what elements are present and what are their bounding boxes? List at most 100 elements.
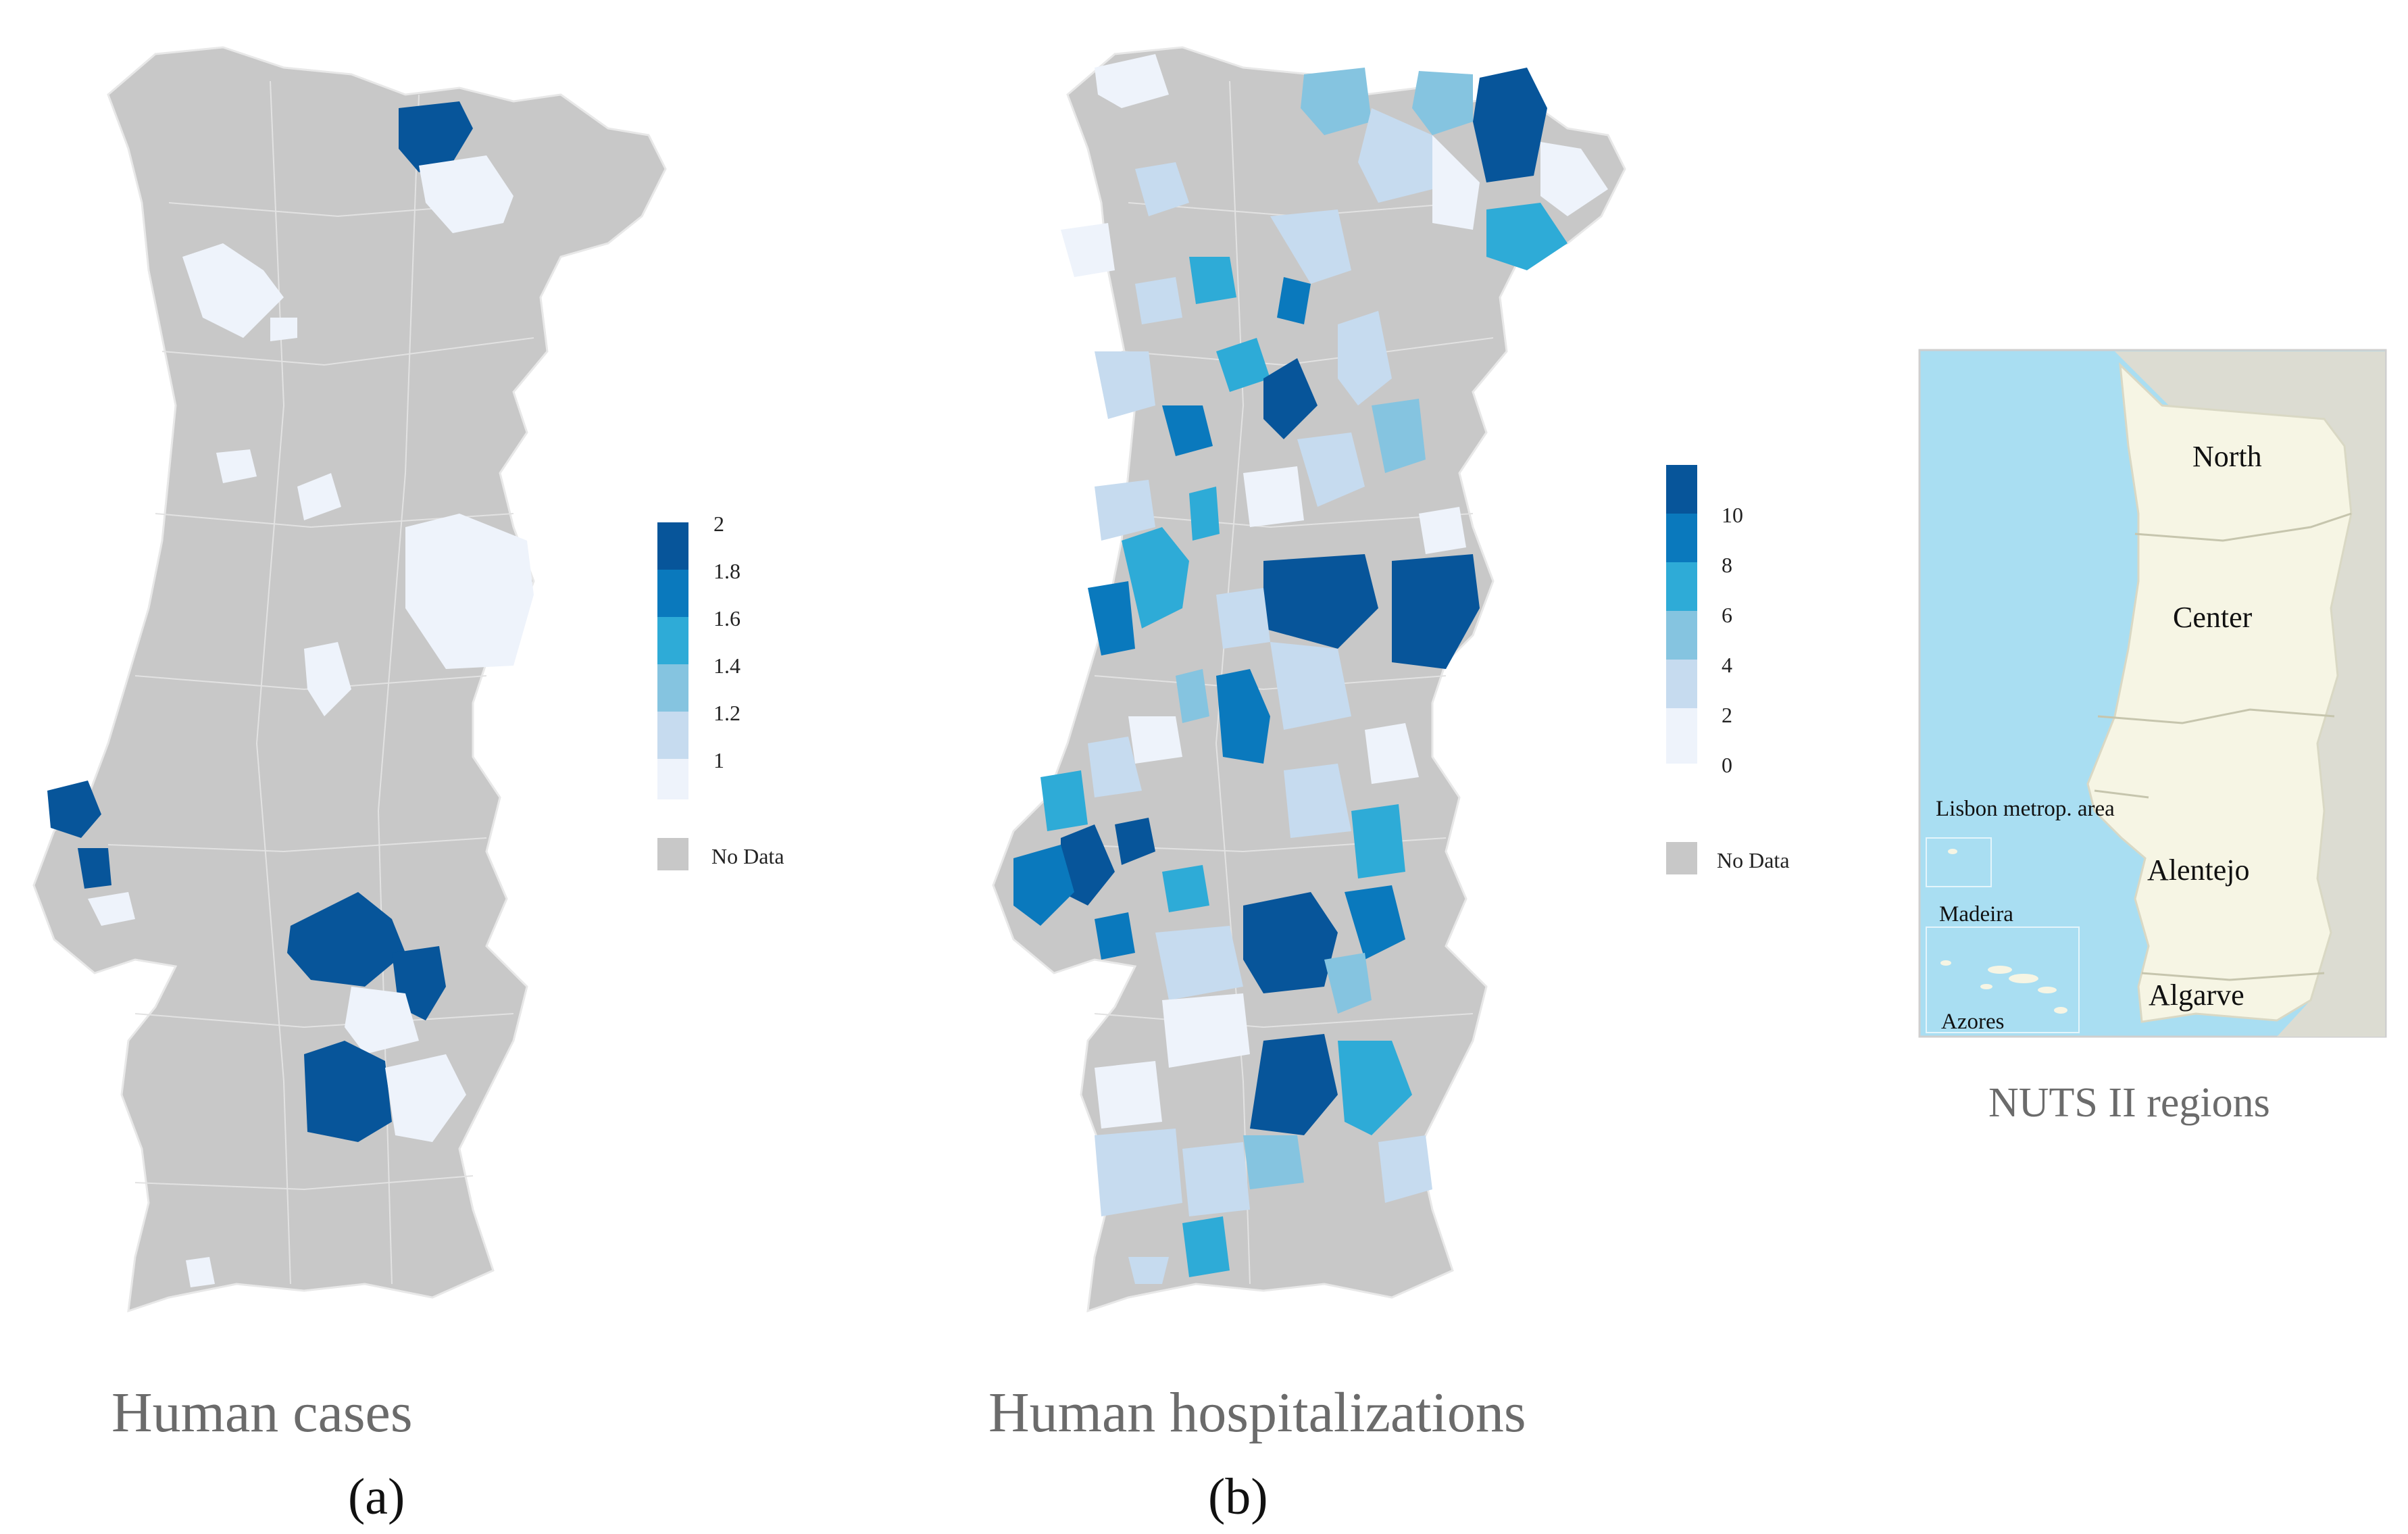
- region-b-n7: [1358, 108, 1432, 203]
- region-b-n11: [1277, 277, 1311, 324]
- legend-b-tick-0: 10: [1722, 503, 1743, 527]
- municipal-borders-b: [1067, 80, 1494, 1285]
- madeira-inset: [1926, 837, 1992, 887]
- region-b-n15: [1216, 338, 1270, 392]
- legend-a-nodata-swatch: [657, 838, 688, 870]
- legend-b-swatch-2: [1666, 660, 1697, 708]
- region-b-n46: [1345, 885, 1405, 960]
- region-a-east-light: [405, 514, 534, 669]
- region-b-n17: [1338, 311, 1392, 405]
- region-b-n28: [1122, 527, 1189, 628]
- region-b-n45: [1243, 892, 1338, 993]
- region-a-alentejo-light1: [345, 987, 419, 1054]
- region-a-c2-light: [216, 449, 257, 483]
- legend-b-swatch-8: [1666, 514, 1697, 562]
- region-a-c1-light: [270, 318, 297, 341]
- region-b-n48: [1155, 926, 1243, 1000]
- legend-b: 10 8 6 4 2 0 No Data: [1666, 465, 1790, 874]
- region-b-n55: [1095, 1061, 1162, 1129]
- azores-inset: [1926, 926, 2080, 1033]
- region-b-n31: [1270, 642, 1351, 730]
- region-b-n47: [1324, 953, 1372, 1014]
- nuts-borders: [2094, 512, 2352, 981]
- region-a-north-light: [419, 155, 513, 233]
- region-a-alentejo-light2: [385, 1054, 466, 1142]
- region-b-n54: [1182, 1142, 1250, 1216]
- legend-a-tick-4: 1.2: [713, 701, 741, 725]
- legend-b-swatch-10: [1666, 465, 1697, 514]
- region-b-n26: [1419, 507, 1466, 554]
- region-b-n19: [1372, 399, 1426, 473]
- region-b-n4: [1412, 71, 1473, 135]
- region-b-n14: [1061, 223, 1115, 277]
- portugal-land-nuts: [2086, 362, 2353, 1023]
- region-b-n27: [1095, 480, 1155, 541]
- region-b-n44: [1284, 764, 1351, 838]
- legend-a-tick-1: 1.8: [713, 559, 741, 583]
- region-a-west-dark: [47, 781, 101, 838]
- region-a-north-dark: [399, 101, 473, 172]
- region-b-n40: [1115, 818, 1155, 865]
- region-b-n8: [1432, 135, 1480, 230]
- map-panel-b: [992, 46, 1626, 1312]
- region-b-n57: [1182, 1216, 1230, 1277]
- legend-a-tick-2: 1.6: [713, 606, 741, 630]
- legend-b-nodata-label: No Data: [1717, 848, 1790, 872]
- nuts-label-azores: Azores: [1941, 1010, 2004, 1034]
- region-b-n10: [1189, 257, 1236, 304]
- region-b-n6: [1486, 203, 1567, 270]
- legend-a-nodata-label: No Data: [711, 844, 784, 868]
- region-a-lisbon-light: [88, 892, 135, 926]
- region-b-n21: [1297, 432, 1365, 507]
- panel-letter-a: (a): [348, 1468, 405, 1525]
- region-a-algarve-light: [186, 1257, 215, 1287]
- legend-a-swatch-1.4: [657, 664, 688, 712]
- legend-a-swatch-2: [657, 522, 688, 570]
- legend-a-swatch-1.8: [657, 570, 688, 617]
- legend-a-tick-0: 2: [713, 512, 724, 536]
- legend-a-swatch-1.6: [657, 617, 688, 664]
- nuts-label-algarve: Algarve: [2149, 979, 2244, 1012]
- region-b-n25: [1392, 554, 1480, 669]
- legend-b-tick-1: 8: [1722, 553, 1732, 577]
- region-b-n33: [1216, 669, 1270, 764]
- region-b-n5: [1540, 142, 1608, 216]
- nuts-label-madeira: Madeira: [1939, 902, 2013, 926]
- region-b-n23: [1243, 466, 1304, 527]
- legend-b-swatch-4: [1666, 611, 1697, 660]
- region-b-n43: [1351, 804, 1405, 879]
- region-a-c3-light: [297, 473, 341, 520]
- region-a-alentejo-dark3: [304, 1041, 392, 1142]
- legend-b-tick-2: 6: [1722, 603, 1732, 627]
- legend-a-swatch-1.2: [657, 712, 688, 759]
- region-b-n24: [1263, 554, 1378, 649]
- region-b-n12: [1270, 209, 1351, 284]
- region-a-lisbon-dark: [78, 848, 111, 889]
- region-b-n9: [1135, 162, 1189, 216]
- region-b-n22: [1189, 487, 1220, 541]
- region-a-alentejo-dark1: [287, 892, 405, 987]
- legend-a: 2 1.8 1.6 1.4 1.2 1 No Data: [657, 512, 784, 870]
- region-b-n53: [1095, 1129, 1182, 1216]
- caption-b: Human hospitalizations: [988, 1381, 1526, 1444]
- region-b-n34: [1128, 716, 1182, 764]
- region-b-n39: [1013, 845, 1074, 926]
- region-b-n36: [1040, 770, 1088, 831]
- nuts-caption: NUTS II regions: [1988, 1080, 2270, 1126]
- region-b-n2: [1301, 68, 1372, 135]
- nuts-label-center: Center: [2173, 601, 2253, 634]
- region-b-n37: [1365, 723, 1419, 784]
- region-b-n3: [1473, 68, 1547, 182]
- region-b-n42: [1095, 912, 1135, 960]
- legend-a-tick-5: 1: [713, 748, 724, 772]
- panel-letter-b: (b): [1208, 1468, 1268, 1525]
- region-b-n16: [1263, 358, 1318, 439]
- nuts-map: North Center Lisbon metrop. area Alentej…: [1918, 349, 2387, 1038]
- legend-b-tick-4: 2: [1722, 703, 1732, 727]
- region-b-n51: [1338, 1041, 1412, 1135]
- nuts-label-lisbon: Lisbon metrop. area: [1936, 797, 2115, 821]
- madeira-island: [1948, 849, 1957, 854]
- region-b-n29: [1088, 581, 1135, 655]
- legend-b-tick-5: 0: [1722, 753, 1732, 777]
